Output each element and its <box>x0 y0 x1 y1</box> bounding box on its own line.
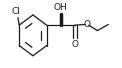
Text: O: O <box>71 40 78 49</box>
Text: O: O <box>83 20 90 29</box>
Text: Cl: Cl <box>12 7 21 16</box>
Text: OH: OH <box>54 3 68 12</box>
